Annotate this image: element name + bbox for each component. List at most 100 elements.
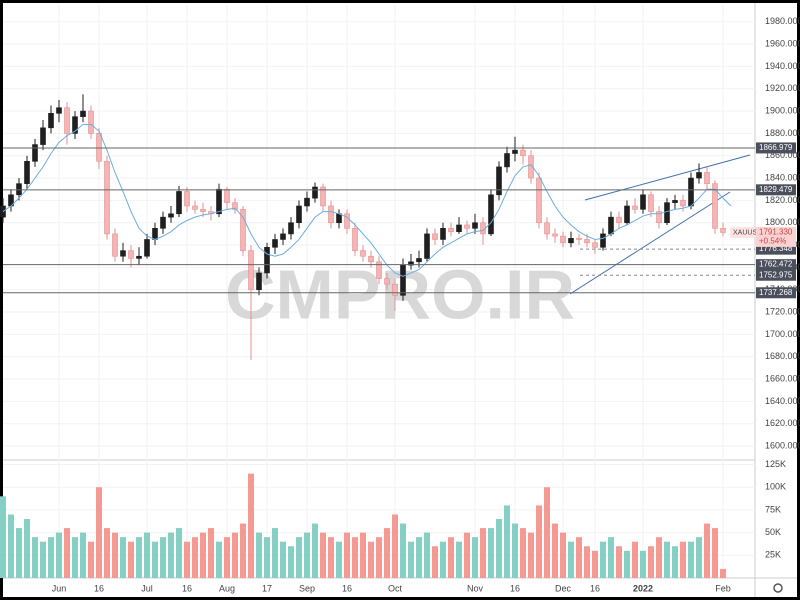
candle-body	[248, 250, 254, 291]
volume-bar	[96, 487, 102, 578]
volume-bar	[520, 528, 526, 578]
volume-bar	[536, 505, 542, 578]
level-label: 1737.268	[759, 288, 793, 297]
y-tick-label: 1720.000	[765, 306, 800, 316]
y-tick-label: 1880.000	[765, 128, 800, 138]
volume-bar	[592, 550, 598, 578]
volume-bar	[480, 528, 486, 578]
y-tick-label: 1600.000	[765, 440, 800, 450]
level-label-box	[756, 184, 796, 196]
candle-body	[688, 177, 694, 207]
candle-body	[400, 264, 406, 296]
candle-body	[384, 278, 390, 285]
candle-body	[80, 110, 86, 117]
volume-bar	[320, 532, 326, 578]
y-tick-label: 1840.000	[765, 172, 800, 182]
volume-bar	[424, 532, 430, 578]
volume-bar	[256, 532, 262, 578]
volume-bar	[248, 473, 254, 578]
volume-bar	[624, 550, 630, 578]
y-tick-label: 1900.000	[765, 105, 800, 115]
volume-bar	[176, 528, 182, 578]
volume-tick-label: 50K	[765, 527, 781, 537]
volume-bar	[288, 546, 294, 578]
volume-bar	[488, 528, 494, 578]
y-tick-label: 1960.000	[765, 38, 800, 48]
candle-body	[104, 161, 110, 235]
volume-bar	[360, 532, 366, 578]
candle-body	[664, 202, 670, 224]
candle-body	[40, 127, 46, 145]
candle-body	[336, 213, 342, 224]
level-label-box	[756, 142, 796, 154]
candle-body	[416, 258, 422, 263]
candle-body	[656, 211, 662, 224]
candle-body	[608, 216, 614, 235]
volume-bar	[128, 541, 134, 578]
candle-body	[528, 155, 534, 179]
volume-bar	[144, 532, 150, 578]
x-tick-label: Jun	[52, 583, 67, 593]
x-tick-label: 16	[590, 583, 600, 593]
x-tick-label: Jul	[141, 583, 153, 593]
watermark: CMPRO.IR	[225, 255, 575, 333]
volume-bar	[448, 537, 454, 578]
x-tick-label: Aug	[219, 583, 235, 593]
settings-icon[interactable]	[773, 583, 783, 593]
volume-bar	[456, 541, 462, 578]
volume-bar	[120, 537, 126, 578]
volume-bar	[304, 532, 310, 578]
candle-body	[288, 222, 294, 235]
volume-bar	[8, 514, 14, 578]
volume-bar	[464, 532, 470, 578]
candle-body	[200, 209, 206, 212]
candle-body	[560, 235, 566, 244]
volume-bar	[168, 532, 174, 578]
volume-bar	[720, 568, 726, 578]
candle-body	[120, 250, 126, 257]
volume-bar	[240, 523, 246, 578]
candle-body	[432, 233, 438, 240]
volume-bar	[72, 537, 78, 578]
volume-bar	[152, 541, 158, 578]
moving-average	[2, 123, 732, 277]
volume-bar	[112, 532, 118, 578]
candle-body	[496, 166, 502, 196]
symbol-label: XAUUSD	[733, 229, 762, 236]
volume-bar	[48, 537, 54, 578]
y-tick-label: 1700.000	[765, 329, 800, 339]
last-price-box	[756, 226, 796, 247]
candle-body	[600, 233, 606, 248]
volume-bar	[64, 528, 70, 578]
y-tick-label: 1920.000	[765, 83, 800, 93]
volume-bar	[504, 505, 510, 578]
candle-body	[192, 205, 198, 210]
candle-body	[32, 144, 38, 162]
volume-bar	[560, 532, 566, 578]
y-tick-label: 1620.000	[765, 418, 800, 428]
volume-bar	[440, 541, 446, 578]
volume-bar	[280, 541, 286, 578]
candle-body	[312, 186, 318, 199]
volume-bar	[568, 541, 574, 578]
y-tick-label: 1800.000	[765, 217, 800, 227]
x-tick-label: Sep	[299, 583, 315, 593]
level-label-box	[756, 243, 796, 255]
level-label-box	[756, 287, 796, 299]
y-tick-label: 1660.000	[765, 373, 800, 383]
candle-body	[176, 191, 182, 215]
volume-bar	[80, 532, 86, 578]
background	[3, 3, 797, 597]
volume-bar	[704, 523, 710, 578]
candle-body	[48, 113, 54, 129]
candle-body	[592, 242, 598, 248]
volume-tick-label: 25K	[765, 550, 781, 560]
volume-tick-label: 100K	[765, 482, 786, 492]
candle-body	[632, 205, 638, 210]
candle-body	[160, 216, 166, 229]
symbol-box	[730, 226, 755, 238]
candle-body	[440, 228, 446, 240]
candle-body	[256, 272, 262, 291]
volume-bar	[544, 487, 550, 578]
candle-body	[56, 107, 62, 114]
